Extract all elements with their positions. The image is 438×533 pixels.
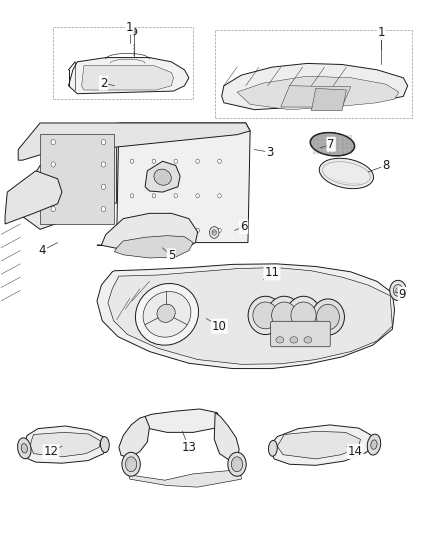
- Ellipse shape: [131, 28, 137, 35]
- Ellipse shape: [130, 159, 134, 164]
- Polygon shape: [144, 409, 219, 432]
- Polygon shape: [68, 58, 188, 94]
- Ellipse shape: [152, 193, 155, 198]
- Polygon shape: [81, 66, 173, 90]
- Ellipse shape: [51, 162, 55, 167]
- Polygon shape: [108, 268, 392, 365]
- Text: 9: 9: [398, 288, 405, 301]
- Polygon shape: [280, 86, 350, 107]
- Ellipse shape: [212, 230, 216, 235]
- Ellipse shape: [286, 296, 320, 335]
- Ellipse shape: [195, 159, 199, 164]
- Ellipse shape: [379, 35, 381, 38]
- Polygon shape: [97, 213, 197, 252]
- Ellipse shape: [227, 453, 246, 476]
- Polygon shape: [30, 432, 100, 457]
- Ellipse shape: [395, 288, 399, 293]
- Ellipse shape: [310, 133, 353, 156]
- Ellipse shape: [378, 33, 383, 39]
- Text: 14: 14: [347, 445, 362, 458]
- Ellipse shape: [173, 193, 177, 198]
- Ellipse shape: [268, 440, 277, 456]
- Ellipse shape: [173, 228, 177, 232]
- Ellipse shape: [195, 228, 199, 232]
- Polygon shape: [214, 413, 239, 460]
- Ellipse shape: [367, 434, 380, 455]
- Ellipse shape: [276, 337, 283, 343]
- Ellipse shape: [125, 457, 137, 472]
- Ellipse shape: [247, 296, 282, 335]
- Text: 7: 7: [327, 138, 334, 151]
- Ellipse shape: [289, 337, 297, 343]
- Text: 1: 1: [126, 21, 133, 34]
- Ellipse shape: [217, 228, 221, 232]
- Ellipse shape: [217, 159, 221, 164]
- Ellipse shape: [18, 438, 31, 459]
- Polygon shape: [271, 425, 373, 465]
- Polygon shape: [145, 161, 180, 192]
- Text: 4: 4: [39, 244, 46, 257]
- Ellipse shape: [217, 193, 221, 198]
- Polygon shape: [117, 123, 250, 243]
- Text: 10: 10: [212, 320, 226, 333]
- Polygon shape: [18, 123, 117, 229]
- Ellipse shape: [143, 292, 191, 337]
- Ellipse shape: [51, 206, 55, 212]
- Ellipse shape: [370, 440, 376, 449]
- Text: 3: 3: [265, 146, 273, 159]
- Ellipse shape: [152, 228, 155, 232]
- Polygon shape: [18, 123, 250, 160]
- Text: 8: 8: [381, 159, 389, 172]
- Ellipse shape: [51, 140, 55, 145]
- Ellipse shape: [231, 457, 242, 472]
- Ellipse shape: [271, 302, 296, 329]
- Ellipse shape: [130, 193, 134, 198]
- Text: 13: 13: [181, 441, 196, 454]
- Ellipse shape: [101, 184, 106, 189]
- Ellipse shape: [130, 228, 134, 232]
- Polygon shape: [97, 264, 394, 368]
- Polygon shape: [114, 236, 193, 258]
- Polygon shape: [119, 416, 149, 458]
- Ellipse shape: [290, 302, 315, 329]
- Ellipse shape: [101, 140, 106, 145]
- Ellipse shape: [318, 158, 373, 189]
- Ellipse shape: [51, 184, 55, 189]
- Polygon shape: [277, 431, 360, 459]
- Ellipse shape: [389, 280, 406, 301]
- Ellipse shape: [21, 443, 28, 453]
- Polygon shape: [5, 171, 62, 224]
- Polygon shape: [221, 63, 407, 110]
- Ellipse shape: [122, 453, 140, 476]
- Ellipse shape: [311, 299, 344, 335]
- Ellipse shape: [392, 285, 402, 296]
- Ellipse shape: [152, 159, 155, 164]
- Text: 2: 2: [99, 77, 107, 90]
- Ellipse shape: [135, 284, 198, 345]
- Ellipse shape: [100, 437, 109, 453]
- Polygon shape: [311, 88, 346, 111]
- Text: 12: 12: [43, 445, 58, 458]
- Text: 1: 1: [377, 26, 384, 39]
- Ellipse shape: [266, 296, 301, 335]
- Ellipse shape: [133, 30, 135, 33]
- Ellipse shape: [195, 193, 199, 198]
- Polygon shape: [40, 134, 114, 224]
- Ellipse shape: [252, 302, 277, 329]
- Polygon shape: [237, 76, 398, 110]
- FancyBboxPatch shape: [270, 321, 329, 347]
- Ellipse shape: [303, 337, 311, 343]
- Text: 6: 6: [239, 220, 247, 233]
- Polygon shape: [127, 470, 241, 487]
- Ellipse shape: [157, 304, 175, 322]
- Ellipse shape: [101, 162, 106, 167]
- Ellipse shape: [173, 159, 177, 164]
- Text: 5: 5: [167, 249, 175, 262]
- Ellipse shape: [101, 206, 106, 212]
- Ellipse shape: [154, 169, 171, 185]
- Text: 11: 11: [264, 266, 279, 279]
- Ellipse shape: [209, 227, 219, 238]
- Polygon shape: [21, 426, 106, 463]
- Ellipse shape: [316, 304, 339, 330]
